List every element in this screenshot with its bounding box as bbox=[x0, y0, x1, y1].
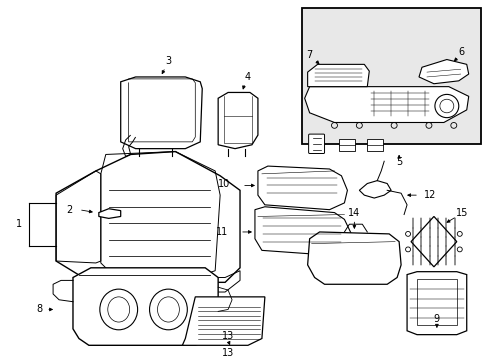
Ellipse shape bbox=[100, 289, 137, 330]
Polygon shape bbox=[182, 297, 264, 345]
Text: 9: 9 bbox=[433, 314, 439, 324]
Polygon shape bbox=[257, 166, 346, 210]
Bar bbox=[301, 8, 480, 144]
Polygon shape bbox=[56, 152, 240, 282]
Polygon shape bbox=[99, 209, 121, 219]
Bar bbox=[339, 139, 355, 150]
Text: 7: 7 bbox=[306, 50, 312, 60]
Text: 3: 3 bbox=[165, 57, 171, 67]
Text: 14: 14 bbox=[347, 208, 360, 217]
Text: 13: 13 bbox=[222, 348, 234, 358]
Polygon shape bbox=[418, 59, 468, 84]
Polygon shape bbox=[254, 207, 351, 255]
Text: 12: 12 bbox=[423, 190, 435, 200]
Ellipse shape bbox=[149, 289, 187, 330]
Polygon shape bbox=[406, 272, 466, 335]
Polygon shape bbox=[121, 77, 202, 149]
Text: 11: 11 bbox=[215, 227, 227, 237]
FancyBboxPatch shape bbox=[308, 134, 324, 153]
Polygon shape bbox=[307, 64, 368, 87]
Text: 8: 8 bbox=[36, 305, 42, 315]
Polygon shape bbox=[73, 268, 218, 345]
Text: 13: 13 bbox=[222, 330, 234, 341]
Text: 6: 6 bbox=[458, 47, 464, 57]
Polygon shape bbox=[304, 87, 468, 122]
Text: 5: 5 bbox=[395, 157, 402, 167]
Polygon shape bbox=[307, 232, 400, 284]
Polygon shape bbox=[218, 93, 257, 149]
Text: 2: 2 bbox=[66, 205, 72, 215]
Polygon shape bbox=[359, 181, 390, 198]
Text: 10: 10 bbox=[217, 179, 230, 189]
Bar bbox=[366, 139, 383, 150]
Text: 15: 15 bbox=[455, 208, 467, 217]
Text: 1: 1 bbox=[16, 219, 22, 229]
Text: 4: 4 bbox=[244, 72, 250, 82]
Circle shape bbox=[434, 94, 458, 118]
